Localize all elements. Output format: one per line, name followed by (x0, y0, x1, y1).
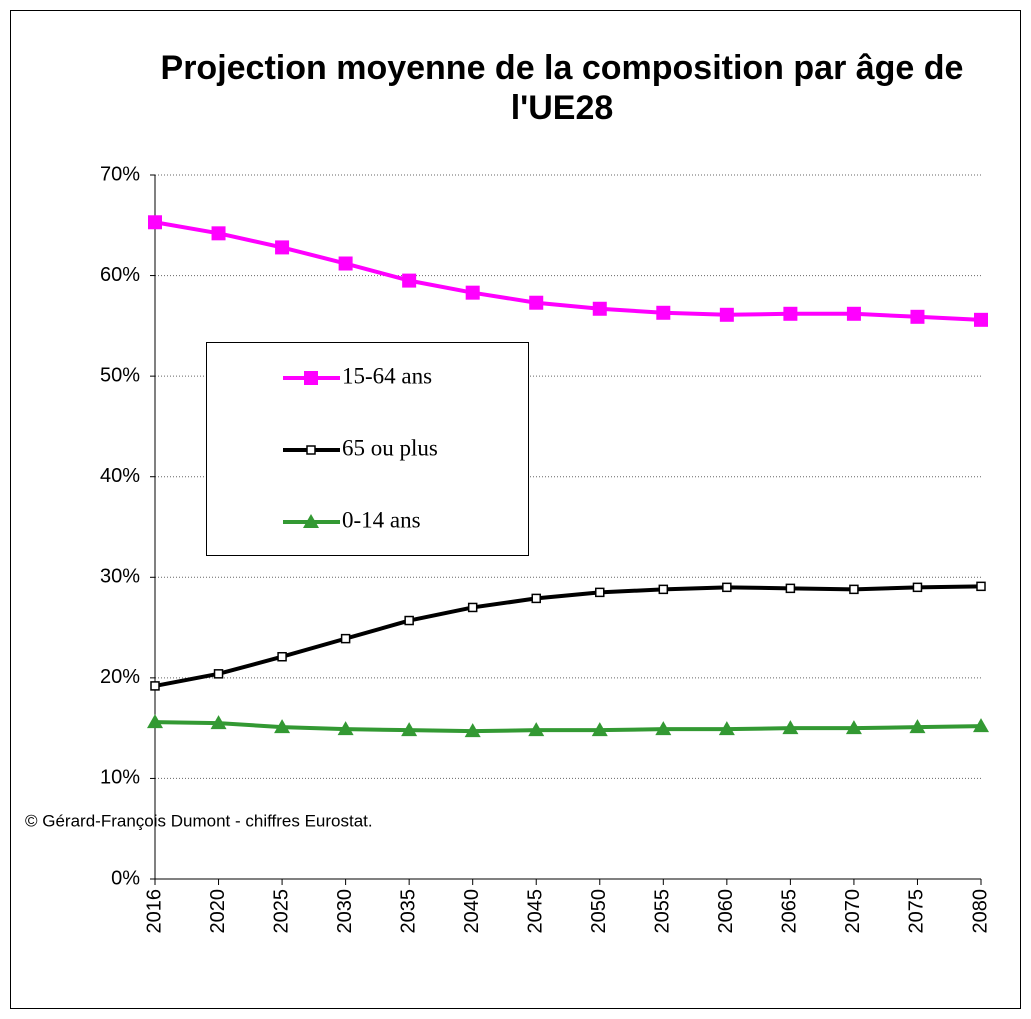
x-tick-label: 2016 (143, 889, 165, 934)
marker (910, 309, 925, 324)
marker (595, 587, 605, 598)
marker (976, 581, 986, 592)
marker (722, 582, 732, 593)
series-line (154, 720, 982, 734)
x-tick-label: 2035 (397, 889, 419, 934)
marker (531, 593, 541, 604)
y-tick-label: 40% (100, 465, 140, 487)
marker (465, 285, 480, 300)
marker (719, 307, 734, 322)
marker (150, 681, 160, 691)
y-tick-label: 70% (100, 163, 140, 185)
marker (338, 256, 353, 271)
legend-label: 15-64 ans (342, 363, 432, 388)
marker (528, 722, 545, 737)
marker (783, 306, 798, 321)
x-tick-label: 2025 (270, 889, 292, 934)
y-tick-label: 10% (100, 767, 140, 789)
x-tick-label: 2050 (588, 889, 610, 934)
series-line (154, 584, 982, 688)
x-tick-label: 2020 (207, 889, 229, 934)
marker (658, 584, 669, 595)
marker (718, 721, 735, 736)
marker (213, 669, 224, 679)
marker (467, 602, 478, 613)
x-tick-label: 2070 (842, 889, 864, 934)
y-tick-label: 60% (100, 264, 140, 286)
marker (147, 714, 163, 729)
marker (306, 445, 316, 455)
x-tick-label: 2040 (461, 889, 483, 934)
legend: 15-64 ans 65 ou plus 0-14 ans (206, 342, 529, 556)
marker (274, 719, 291, 734)
marker (974, 312, 988, 327)
legend-box (206, 342, 529, 556)
marker (529, 295, 544, 310)
marker (656, 305, 671, 320)
marker (303, 514, 319, 528)
marker (912, 582, 923, 593)
marker (210, 715, 227, 730)
x-tick-label: 2075 (906, 889, 928, 934)
y-tick-label: 0% (111, 867, 140, 889)
marker (464, 723, 481, 738)
y-tick-label: 50% (100, 364, 140, 386)
y-tick-label: 30% (100, 566, 140, 588)
chart-title: Projection moyenne de la composition par… (160, 49, 964, 127)
marker (655, 721, 672, 736)
marker (845, 720, 862, 735)
x-tick-label: 2055 (652, 889, 674, 934)
marker (304, 371, 318, 385)
marker (148, 215, 162, 230)
x-tick-label: 2060 (715, 889, 737, 934)
y-tick-label: 20% (100, 666, 140, 688)
marker (277, 651, 287, 662)
marker (401, 722, 418, 737)
marker (404, 615, 414, 626)
x-tick-label: 2065 (779, 889, 801, 934)
marker (909, 719, 926, 734)
marker (782, 720, 799, 735)
legend-label: 65 ou plus (342, 435, 438, 460)
x-tick-label: 2080 (969, 889, 991, 934)
marker (340, 633, 351, 644)
frame (10, 10, 1021, 1009)
x-tick-label: 2030 (334, 889, 356, 934)
marker (849, 584, 859, 595)
marker (402, 273, 417, 288)
marker (337, 721, 354, 736)
source-note: © Gérard-François Dumont - chiffres Euro… (25, 811, 373, 830)
series-line (154, 220, 982, 322)
legend-label: 0-14 ans (342, 507, 421, 532)
marker (591, 722, 608, 737)
marker (592, 301, 607, 316)
marker (785, 583, 796, 594)
marker (973, 718, 989, 733)
x-tick-label: 2045 (525, 889, 547, 934)
marker (275, 240, 290, 255)
marker (211, 226, 226, 241)
marker (846, 306, 861, 321)
